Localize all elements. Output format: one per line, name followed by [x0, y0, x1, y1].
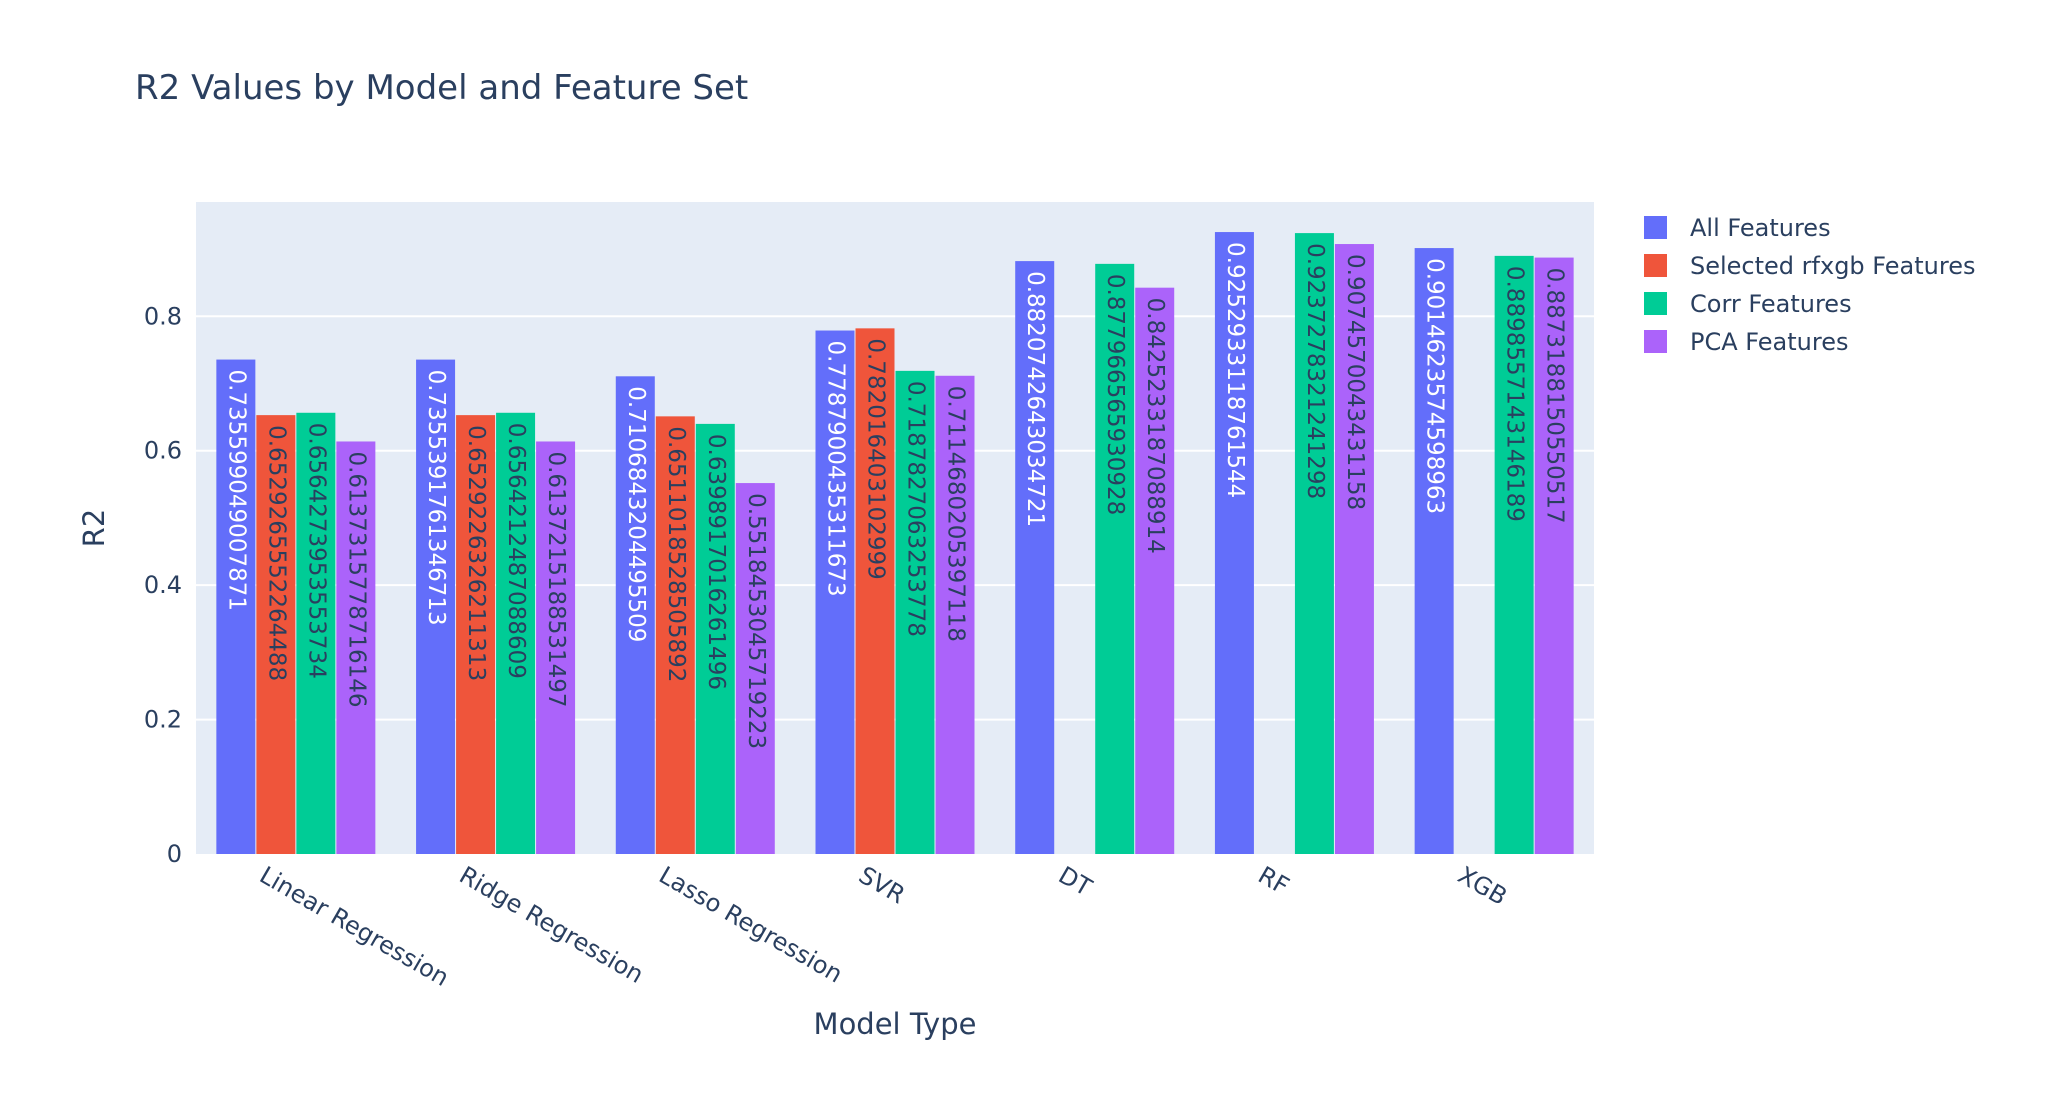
y-tick-label: 0 — [167, 840, 182, 868]
bar-value-label: 0.8820742643034721 — [1022, 271, 1048, 527]
bar-linear-regression-all-features — [216, 359, 256, 854]
bar-value-label: 0.6137215188531497 — [543, 451, 569, 707]
y-tick-label: 0.8 — [144, 302, 182, 330]
bar-svr-selected-rfxgb-features — [855, 328, 895, 855]
x-tick-label: RF — [1253, 861, 1293, 900]
bar-value-label: 0.9252933118761544 — [1222, 242, 1248, 498]
plot-background — [196, 202, 1594, 854]
bar-xgb-corr-features — [1494, 255, 1534, 854]
bar-rf-all-features — [1214, 232, 1254, 854]
bar-dt-all-features — [1015, 261, 1055, 854]
x-tick-label: Lasso Regression — [654, 861, 847, 989]
bar-linear-regression-corr-features — [296, 412, 336, 854]
bars — [216, 232, 1574, 855]
y-axis-title: R2 — [77, 509, 111, 548]
bar-linear-regression-selected-rfxgb-features — [256, 415, 296, 854]
bar-value-label: 0.9074570043431158 — [1342, 254, 1368, 510]
legend-swatch — [1644, 330, 1667, 353]
x-tick-labels: Linear Regression Ridge Regression Lasso R… — [255, 861, 1512, 992]
bar-svr-corr-features — [895, 370, 935, 854]
bar-value-label: 0.6511018528505892 — [663, 426, 689, 682]
bar-lasso-regression-pca-features — [735, 483, 775, 854]
x-tick-label: Ridge Regression — [455, 861, 649, 989]
bar-value-label: 0.7355391761346713 — [423, 370, 449, 626]
bar-value-label: 0.5518453045719223 — [743, 493, 769, 749]
bar-dt-corr-features — [1095, 263, 1135, 854]
bar-value-label: 0.6137315778716146 — [343, 451, 369, 707]
x-axis-title: Model Type — [814, 1007, 977, 1041]
x-tick-label: DT — [1054, 861, 1097, 902]
bar-value-label: 0.735599049007871 — [223, 370, 249, 611]
bar-value-label: 0.8425233187088914 — [1142, 298, 1168, 554]
bar-value-label: 0.7114680205397118 — [943, 386, 969, 642]
bar-dt-pca-features — [1135, 287, 1175, 854]
y-tick-label: 0.4 — [144, 571, 182, 599]
bar-xgb-pca-features — [1534, 257, 1574, 854]
bar-svr-pca-features — [935, 375, 975, 854]
legend-swatch — [1644, 292, 1667, 315]
legend-label: Corr Features — [1690, 290, 1852, 318]
bar-ridge-regression-corr-features — [496, 412, 536, 854]
bar-lasso-regression-selected-rfxgb-features — [655, 416, 695, 854]
bar-value-label: 0.6564273953553734 — [303, 423, 329, 679]
bar-value-label: 0.782016403102999 — [863, 338, 889, 579]
bar-ridge-regression-all-features — [416, 359, 456, 854]
chart-title: R2 Values by Model and Feature Set — [135, 68, 748, 108]
bar-value-label: 0.9014623574598963 — [1422, 258, 1448, 514]
bar-labels: 0.735599049007871 0.6529265552264488 0.656… — [223, 242, 1567, 749]
bar-lasso-regression-all-features — [615, 376, 655, 854]
bar-value-label: 0.8873188150550517 — [1542, 268, 1568, 524]
bar-ridge-regression-selected-rfxgb-features — [456, 415, 496, 854]
bar-xgb-all-features — [1414, 248, 1454, 854]
bar-value-label: 0.7106843204495509 — [623, 386, 649, 642]
x-tick-label: Linear Regression — [255, 861, 454, 992]
bar-lasso-regression-corr-features — [695, 423, 735, 854]
legend-swatch — [1644, 254, 1667, 277]
bar-value-label: 0.7787900435311673 — [823, 341, 849, 597]
bar-value-label: 0.7187827063253778 — [903, 381, 929, 637]
bar-linear-regression-pca-features — [336, 441, 376, 854]
bar-value-label: 0.877966565930928 — [1102, 274, 1128, 515]
y-tick-label: 0.6 — [144, 437, 182, 465]
bar-value-label: 0.8898557143146189 — [1502, 266, 1528, 522]
x-tick-label: SVR — [854, 861, 910, 909]
y-tick-labels: 0 0.2 0.4 0.6 0.8 — [144, 302, 182, 868]
bar-rf-pca-features — [1334, 244, 1374, 855]
bar-rf-corr-features — [1294, 233, 1334, 854]
bar-svr-all-features — [815, 330, 855, 854]
legend-label: Selected rfxgb Features — [1690, 252, 1975, 280]
legend-label: All Features — [1690, 214, 1831, 242]
legend-label: PCA Features — [1690, 328, 1848, 356]
x-tick-label: XGB — [1453, 861, 1512, 911]
bar-value-label: 0.6564212487088609 — [503, 423, 529, 679]
bar-ridge-regression-pca-features — [536, 441, 576, 854]
legend-swatch — [1644, 216, 1667, 239]
bar-value-label: 0.9237278321241298 — [1302, 243, 1328, 499]
legend: All Features Selected rfxgb Features Corr … — [1644, 214, 1975, 356]
bar-value-label: 0.6529265552264488 — [263, 425, 289, 681]
bar-value-label: 0.6529226326211313 — [463, 425, 489, 681]
y-tick-label: 0.2 — [144, 706, 182, 734]
bar-value-label: 0.6398917016261496 — [703, 434, 729, 690]
